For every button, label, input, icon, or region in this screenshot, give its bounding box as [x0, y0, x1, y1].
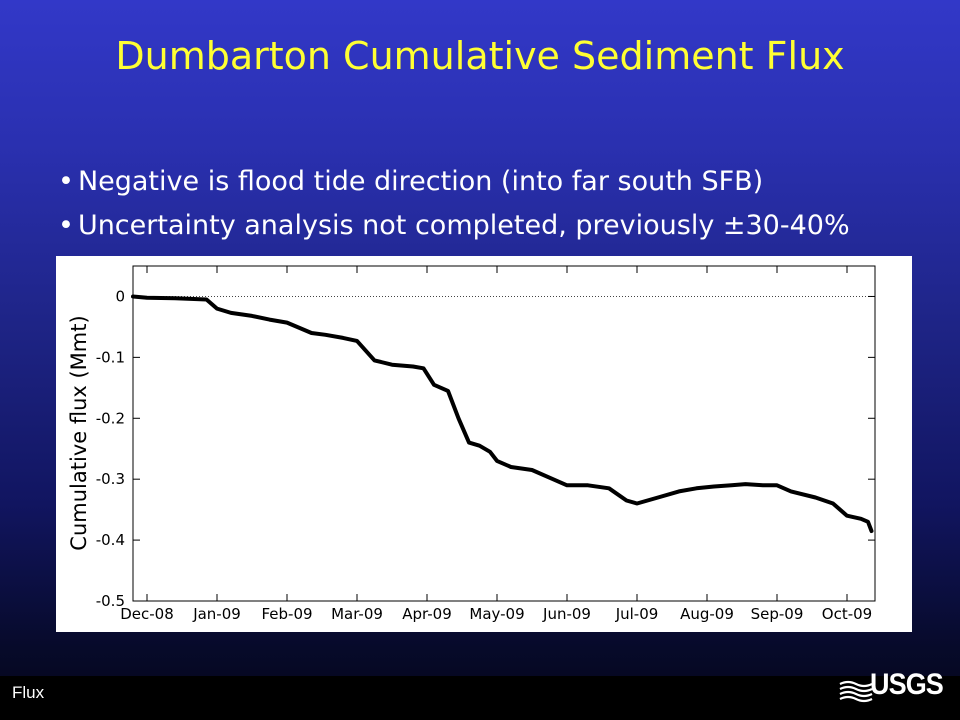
y-tick-label: -0.4: [96, 531, 125, 549]
x-tick-label: Oct-09: [822, 605, 872, 623]
chart-panel: 0 -0.1 -0.2 -0.3 -0.4 -0.5 Dec-08 Jan-09 Feb-09…: [56, 256, 912, 632]
bullet-item: Uncertainty analysis not completed, prev…: [58, 206, 850, 250]
bullet-list: Negative is flood tide direction (into f…: [58, 162, 850, 250]
y-tick-labels: 0 -0.1 -0.2 -0.3 -0.4 -0.5: [96, 287, 125, 610]
x-tick-label: Mar-09: [331, 605, 383, 623]
y-tick-label: -0.1: [96, 348, 125, 366]
x-tick-label: Jun-09: [542, 605, 591, 623]
y-tick-label: -0.5: [96, 592, 125, 610]
x-tick-label: Jan-09: [192, 605, 241, 623]
y-tick-label: -0.3: [96, 470, 125, 488]
x-tick-label: Aug-09: [680, 605, 734, 623]
slide-title: Dumbarton Cumulative Sediment Flux: [115, 34, 845, 78]
series-line: [131, 294, 874, 533]
footer-bar: [0, 676, 960, 720]
x-tick-labels: Dec-08 Jan-09 Feb-09 Mar-09 Apr-09 May-09 Jun-…: [120, 605, 872, 623]
x-tick-label: Dec-08: [120, 605, 174, 623]
x-tick-label: Feb-09: [261, 605, 312, 623]
x-tick-label: Jul-09: [615, 605, 659, 623]
plot-frame: [132, 265, 876, 602]
cumulative-flux-chart: 0 -0.1 -0.2 -0.3 -0.4 -0.5 Dec-08 Jan-09 Feb-09…: [67, 265, 876, 623]
x-tick-label: Apr-09: [402, 605, 452, 623]
y-tick-label: 0: [115, 287, 125, 305]
x-tick-label: Sep-09: [751, 605, 804, 623]
usgs-logo-text: USGS: [870, 668, 944, 701]
usgs-logo-wave-icon: [839, 680, 873, 703]
x-tick-label: May-09: [469, 605, 524, 623]
y-axis-label: Cumulative flux (Mmt): [67, 315, 91, 550]
y-tick-label: -0.2: [96, 409, 125, 427]
footer-label: Flux: [12, 683, 45, 702]
bullet-item: Negative is flood tide direction (into f…: [58, 162, 850, 206]
axis-ticks: [133, 266, 875, 602]
